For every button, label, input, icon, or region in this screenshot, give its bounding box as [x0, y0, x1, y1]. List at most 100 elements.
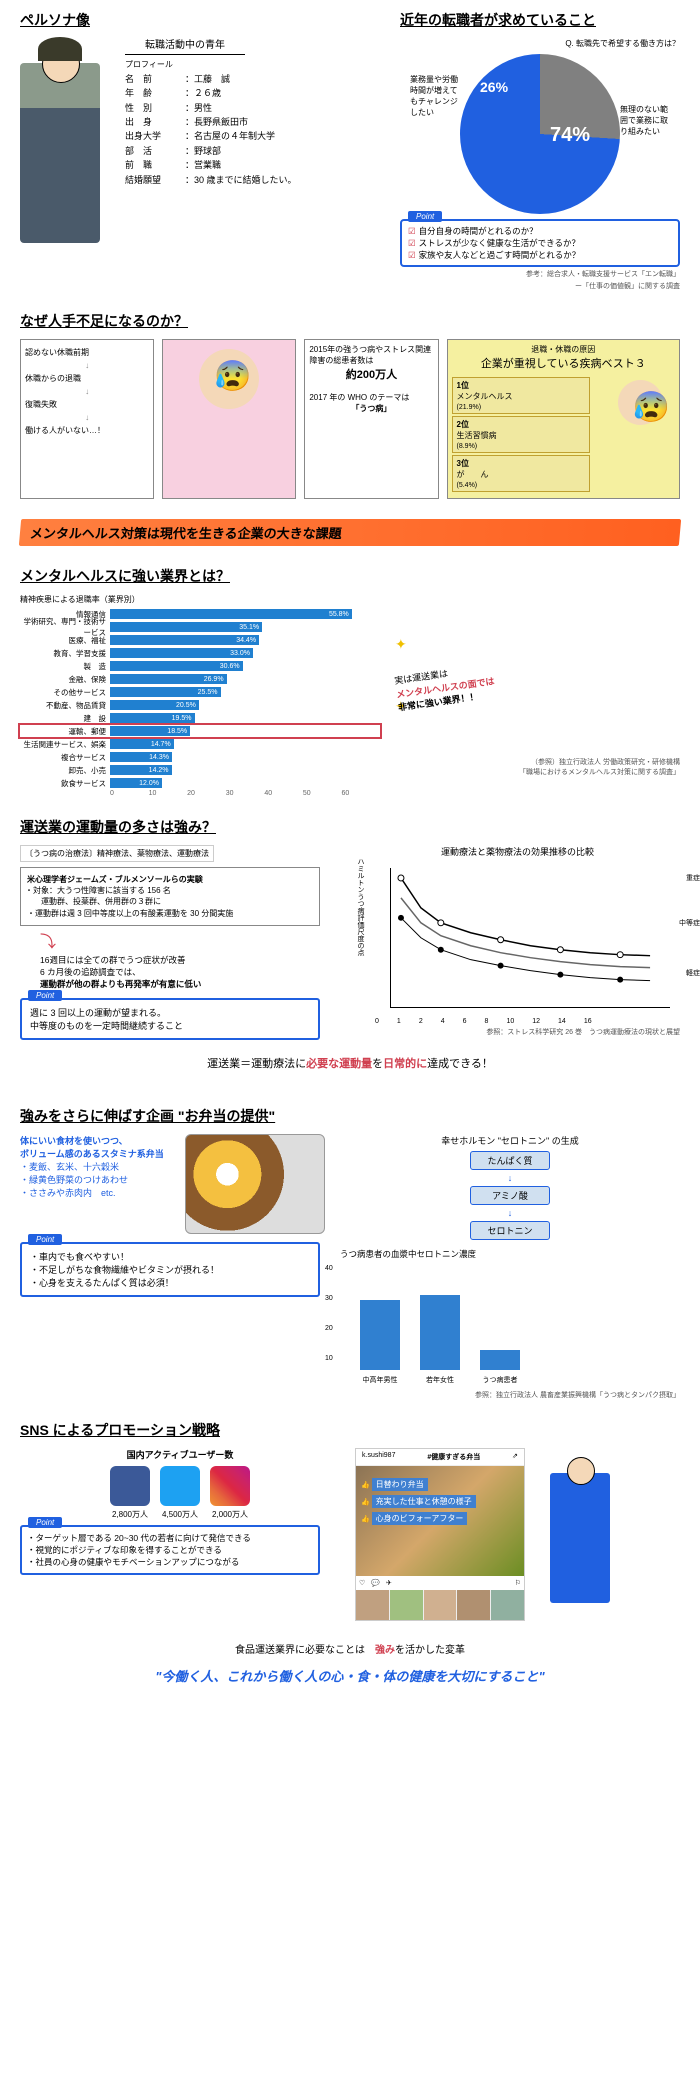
- jobseeker-points: Point 自分自身の時間がとれるのか？ ストレスが少なく健康な生活ができるか？…: [400, 219, 680, 267]
- hbar-row: 学術研究、専門・技術サービス35.1%: [20, 621, 380, 633]
- exp-title: 米心理学者ジェームズ・ブルメンソールらの実験: [27, 874, 313, 885]
- hbar-row: 生活関連サービス、娯楽14.7%: [20, 738, 380, 750]
- line-chart-title: 運動療法と薬物療法の効果推移の比較: [355, 845, 680, 858]
- comment-icon: 💬: [371, 1579, 380, 1587]
- shortage-heading: なぜ人手不足になるのか？: [20, 311, 680, 331]
- flow-item: ↓: [25, 387, 149, 396]
- bento-item: ・麦飯、玄米、十六穀米: [20, 1160, 170, 1173]
- persona-subtitle: 転職活動中の青年: [125, 38, 245, 55]
- shortage-section: なぜ人手不足になるのか？ 認めない休職前期↓休職からの退職↓復職失敗↓働ける人が…: [0, 301, 700, 509]
- insta-tag: 日替わり弁当: [372, 1478, 428, 1491]
- sero-step: アミノ酸: [470, 1186, 550, 1205]
- sns-pt2: ・視覚的にポジティブな印象を得することができる: [27, 1544, 313, 1556]
- profile-row: 年 齢：２６歳: [125, 86, 385, 100]
- point-1: 自分自身の時間がとれるのか？: [408, 225, 672, 237]
- stress-panel: [162, 339, 296, 499]
- stat-2-text: 2017 年の WHO のテーマは: [309, 392, 433, 403]
- bento-photo: [185, 1134, 325, 1234]
- pie-pct-minor: 26%: [480, 79, 508, 95]
- profile-row: 性 別：男性: [125, 101, 385, 115]
- flow-panel: 認めない休職前期↓休職からの退職↓復職失敗↓働ける人がいない…！: [20, 339, 154, 499]
- flow-item: 復職失敗: [25, 399, 149, 410]
- serotonin-flow: 幸せホルモン "セロトニン" の生成 たんぱく質 ↓ アミノ酸 ↓ セロトニン: [340, 1134, 680, 1240]
- xtick: 14: [558, 1018, 566, 1025]
- insta-tag: 心身のビフォーアフター: [372, 1512, 468, 1525]
- ig-count: 2,000万人: [210, 1509, 250, 1520]
- legend-1: 重症: [686, 873, 700, 883]
- flow-item: ↓: [25, 361, 149, 370]
- industry-note: ✦ 実は運送業は メンタルヘルスの面では 非常に強い業界！！ ✦: [395, 634, 680, 717]
- bar-3: [480, 1350, 520, 1370]
- point-tag: Point: [28, 990, 62, 1001]
- hbar-row: 医療、福祉34.4%: [20, 634, 380, 646]
- sero-step: セロトニン: [470, 1221, 550, 1240]
- therapy-label: 〔うつ病の治療法〕精神療法、薬物療法、運動療法: [20, 845, 214, 862]
- pie-label-major: 無理のない範囲で業務に取り組みたい: [620, 104, 675, 137]
- disease-panel: 退職・休職の原因 企業が重視している疾病ベスト３ 1位メンタルヘルス(21.9%…: [447, 339, 681, 499]
- insta-tag: 充実した仕事と休憩の様子: [372, 1495, 476, 1508]
- blabel: 中高年男性: [355, 1375, 405, 1385]
- profile-row: 出 身：長野県飯田市: [125, 115, 385, 129]
- industry-ref: （参照）独立行政法人 労働政策研究・研修機構 「職場におけるメンタルヘルス対策に…: [395, 757, 680, 777]
- sparkle-icon: ✦: [395, 636, 407, 652]
- insta-title: #健康すぎる弁当: [427, 1452, 480, 1462]
- bento-item: ・ささみや赤肉内 etc.: [20, 1186, 170, 1199]
- legend-2: 中等症: [679, 918, 700, 928]
- disease-title: 企業が重視している疾病ベスト３: [452, 355, 676, 371]
- arrow-down-icon: ↓: [340, 1208, 680, 1218]
- flow-item: 休職からの退職: [25, 373, 149, 384]
- hbar-row: 製 造30.6%: [20, 660, 380, 672]
- ytick: 20: [325, 1325, 333, 1332]
- sero-title: 幸せホルモン "セロトニン" の生成: [340, 1134, 680, 1147]
- hbar-row: 不動産、物品賃貸20.5%: [20, 699, 380, 711]
- persona-illustration: [20, 63, 100, 243]
- line-chart: 重症 中等症 軽症: [390, 868, 670, 1008]
- thumbs-up-icon: 👍: [361, 1482, 370, 1489]
- exp-l3: ・運動群は週 3 回中等度以上の有酸素運動を 30 分間実施: [27, 908, 313, 919]
- flow-item: ↓: [25, 413, 149, 422]
- pie-pct-major: 74%: [550, 124, 590, 147]
- xtick: 4: [441, 1018, 445, 1025]
- ex-pt2: 中等度のものを一定時間継続すること: [30, 1019, 310, 1032]
- jobseeker-question: Q. 転職先で希望する働き方は？: [400, 38, 680, 49]
- xtick: 8: [485, 1018, 489, 1025]
- disease-item: 2位生活習慣病(8.9%): [452, 416, 591, 453]
- send-icon: ✈: [386, 1579, 392, 1587]
- ytick: 10: [325, 1355, 333, 1362]
- industry-heading: メンタルヘルスに強い業界とは？: [20, 566, 680, 586]
- stat-1-value: 約200万人: [309, 366, 433, 382]
- line-ylabel: ハミルトンうつ病評価尺度の点: [355, 858, 365, 1018]
- profile-box: 転職活動中の青年 プロフィール 名 前：工藤 誠年 齢：２６歳性 別：男性出 身…: [125, 38, 385, 243]
- exercise-heading: 運送業の運動量の多さは強み？: [20, 817, 680, 837]
- arrow-down-icon: ⤵: [40, 928, 320, 952]
- blabel: 若年女性: [415, 1375, 465, 1385]
- legend-3: 軽症: [686, 968, 700, 978]
- worry-face-icon: [618, 380, 663, 425]
- profile-row: 名 前：工藤 誠: [125, 72, 385, 86]
- tw-count: 4,500万人: [160, 1509, 200, 1520]
- fb-count: 2,800万人: [110, 1509, 150, 1520]
- point-3: 家族や友人などと過ごす時間がとれるか？: [408, 249, 672, 261]
- serotonin-bar-chart: 40 30 20 10 中高年男性 若年女性 うつ病患者: [340, 1265, 540, 1385]
- instagram-mock: k.sushi987 #健康すぎる弁当 ⇗ 👍 日替わり弁当 👍 充実した仕事と…: [355, 1448, 525, 1621]
- profile-row: 結婚願望：30 歳までに結婚したい。: [125, 173, 385, 187]
- flow-item: 働ける人がいない…！: [25, 425, 149, 436]
- bento-list: 体にいい食材を使いつつ、 ボリューム感のあるスタミナ系弁当 ・麦飯、玄米、十六穀…: [20, 1134, 170, 1234]
- bento-pt1: ・車内でも食べやすい！: [30, 1250, 310, 1263]
- industry-section: メンタルヘルスに強い業界とは？ 精神疾患による退職率（業界別） 情報通信55.8…: [0, 556, 700, 807]
- share-icon: ⇗: [512, 1452, 518, 1462]
- exp-r3: 運動群が他の群よりも再発率が有意に低い: [40, 978, 340, 990]
- bento-section: 強みをさらに伸ばす企画 "お弁当の提供" 体にいい食材を使いつつ、 ボリューム感…: [0, 1096, 700, 1410]
- profile-row: 部 活：野球部: [125, 144, 385, 158]
- ytick: 30: [325, 1295, 333, 1302]
- xtick: 16: [584, 1018, 592, 1025]
- persona-heading: ペルソナ像: [20, 10, 385, 30]
- hbar-row: 飲食サービス12.0%: [20, 777, 380, 789]
- hbar-chart: 情報通信55.8%学術研究、専門・技術サービス35.1%医療、福祉34.4%教育…: [20, 608, 380, 789]
- hbar-row: 建 設19.5%: [20, 712, 380, 724]
- sero-step: たんぱく質: [470, 1151, 550, 1170]
- exp-r1: 16週目には全ての群でうつ症状が改善: [40, 954, 340, 966]
- facebook-icon: [110, 1466, 150, 1506]
- exercise-conclusion: 運送業＝運動療法に必要な運動量を日常的に達成できる！: [20, 1055, 680, 1071]
- ytick: 40: [325, 1265, 333, 1272]
